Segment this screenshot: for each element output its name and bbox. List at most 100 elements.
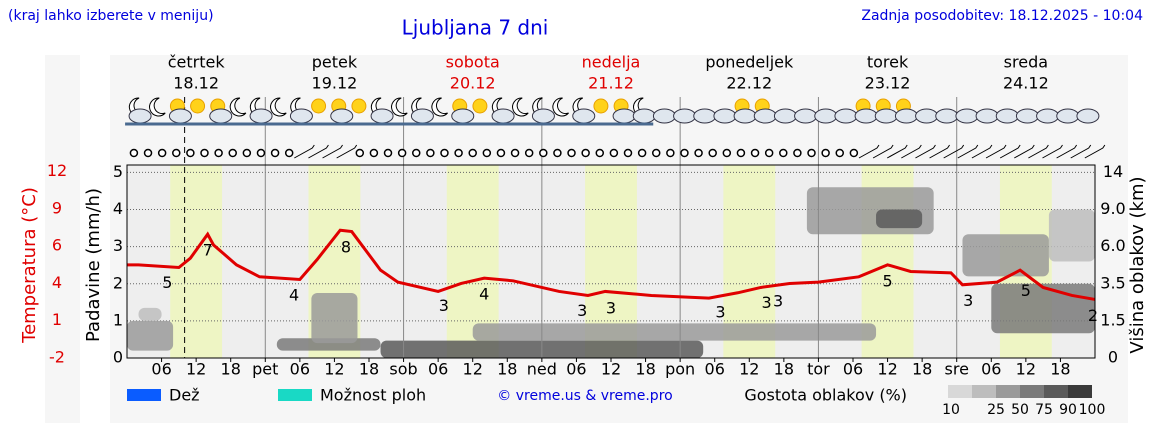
wind-barb	[872, 144, 894, 159]
y2-tick-label: 0	[1108, 348, 1118, 367]
wind-calm	[383, 148, 393, 158]
wind-barb	[886, 144, 908, 159]
temp-label: 5	[162, 273, 172, 292]
wind-barb	[336, 144, 358, 159]
x-tick-label: pon	[665, 360, 695, 379]
sun-icon	[472, 98, 488, 114]
cloud-icon	[794, 108, 818, 124]
temp-tick-label: 4	[52, 273, 62, 292]
day-date: 24.12	[1003, 74, 1049, 93]
wind-calm	[680, 148, 689, 158]
wind-calm	[651, 148, 661, 158]
wind-calm	[807, 148, 816, 158]
cloud-icon	[673, 108, 697, 124]
chart-title: Ljubljana 7 dni	[402, 16, 549, 40]
temp-label: 4	[479, 285, 489, 304]
wind-calm	[623, 148, 633, 158]
cloud-icon	[168, 108, 192, 124]
temp-label: 8	[341, 237, 351, 256]
sun-icon	[311, 98, 327, 114]
cloud-patch	[472, 323, 877, 341]
wind-calm	[284, 148, 294, 158]
cloud-icon	[733, 108, 757, 124]
x-tick-label: 12	[463, 360, 483, 379]
temp-label: 3	[761, 293, 771, 312]
temp-label: 2	[1088, 306, 1098, 325]
cloud-icon	[128, 108, 152, 124]
moon-icon	[229, 97, 247, 117]
moon-icon	[270, 97, 287, 117]
wind-barb	[294, 144, 315, 159]
wind-barb	[1084, 144, 1106, 159]
cloud-icon	[713, 108, 737, 124]
cloud-icon	[915, 108, 939, 124]
temp-label: 3	[439, 296, 449, 315]
temp-label: 5	[1021, 281, 1031, 300]
moon-icon	[512, 97, 529, 117]
moon-icon	[552, 97, 569, 117]
wind-calm	[256, 148, 266, 158]
density-label: 25	[987, 402, 1005, 418]
x-tick-label: 18	[359, 360, 379, 379]
density-label: 50	[1011, 402, 1029, 418]
density-legend-title: Gostota oblakov (%)	[744, 386, 907, 405]
wind-calm	[482, 148, 492, 158]
x-tick-label: sre	[945, 360, 969, 379]
day-name: sobota	[446, 53, 500, 72]
wind-calm	[637, 148, 647, 158]
x-tick-label: 12	[877, 360, 897, 379]
temp-tick-label: -2	[49, 348, 65, 367]
day-name: sreda	[1004, 53, 1048, 72]
sun-icon	[190, 98, 206, 114]
wind-calm	[595, 148, 605, 158]
cloud-icon	[491, 108, 515, 124]
temp-label: 7	[203, 241, 213, 260]
wind-calm	[821, 148, 830, 158]
cloud-icon	[652, 108, 676, 124]
x-tick-label: 06	[428, 360, 448, 379]
cloud-patch	[1048, 209, 1095, 262]
cloud-icon	[834, 108, 858, 124]
wind-barb	[915, 144, 936, 159]
wind-barb	[929, 144, 950, 159]
day-date: 21.12	[588, 74, 634, 93]
y-tick-label: 2	[113, 273, 123, 292]
wind-calm	[214, 148, 223, 158]
moon-icon	[431, 97, 448, 117]
cloud-patch	[138, 307, 162, 321]
y-tick-label: 1	[113, 310, 123, 329]
wind-barb	[1042, 144, 1063, 159]
wind-calm	[609, 148, 619, 158]
day-date: 18.12	[173, 74, 219, 93]
wind-calm	[553, 148, 562, 158]
x-tick-label: 06	[843, 360, 863, 379]
x-tick-label: 06	[981, 360, 1001, 379]
cloud-icon	[370, 108, 394, 124]
wind-calm	[764, 148, 774, 158]
temp-label: 3	[963, 291, 973, 310]
legend-label: Možnost ploh	[320, 386, 426, 405]
cloud-icon	[1036, 108, 1060, 124]
x-tick-label: 18	[635, 360, 655, 379]
cloud-icon	[531, 108, 555, 124]
day-name: četrtek	[168, 53, 226, 72]
y2-tick-label: 14	[1103, 162, 1123, 181]
wind-calm	[793, 148, 802, 158]
wind-calm	[157, 148, 167, 158]
y2-tick-label: 3.5	[1100, 273, 1125, 292]
density-swatch	[996, 385, 1020, 398]
x-tick-label: 12	[1016, 360, 1036, 379]
day-date: 19.12	[312, 74, 358, 93]
cloud-patch	[311, 293, 358, 344]
wind-calm	[129, 148, 139, 158]
wind-calm	[143, 148, 153, 158]
density-swatch	[948, 385, 972, 398]
x-tick-label: 12	[186, 360, 206, 379]
temp-tick-label: 1	[52, 310, 62, 329]
wind-barb	[999, 144, 1021, 159]
moon-icon	[391, 97, 408, 117]
density-swatch	[972, 385, 996, 398]
sun-icon	[593, 98, 609, 114]
cloud-icon	[612, 108, 636, 124]
sun-icon	[351, 98, 367, 114]
